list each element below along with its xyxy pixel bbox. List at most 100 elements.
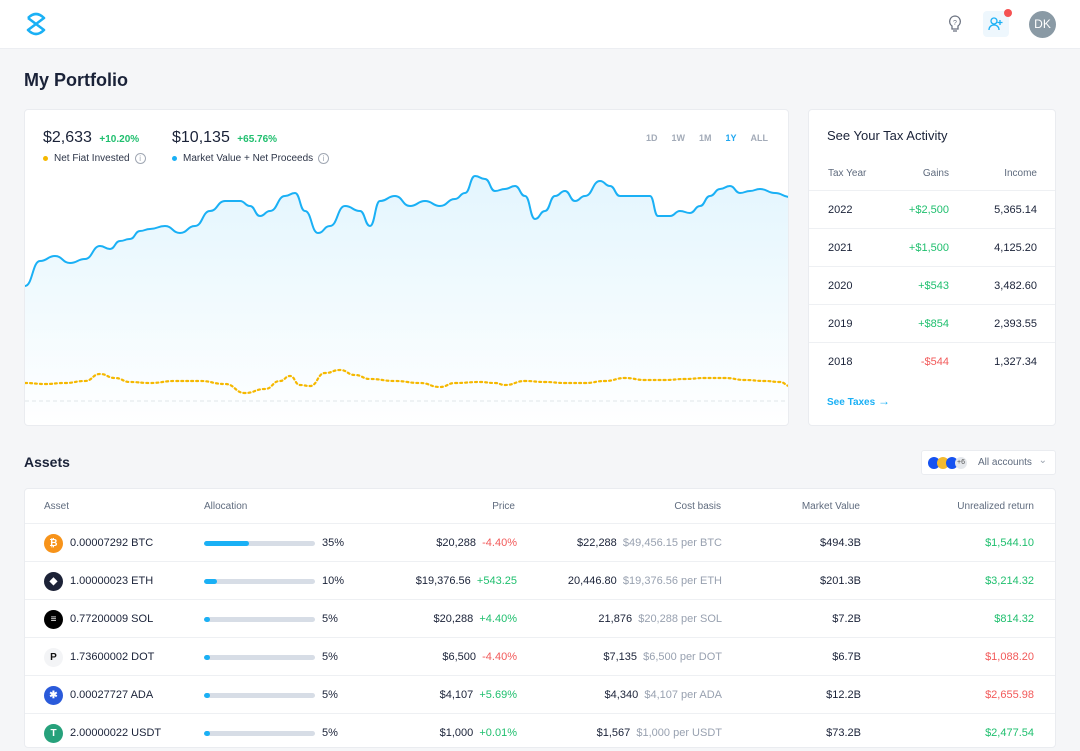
logo-icon[interactable] [24, 12, 48, 36]
tax-gains: +$854 [918, 318, 949, 330]
allocation-bar [204, 731, 315, 736]
tax-income: 3,482.60 [994, 280, 1037, 292]
allocation-bar [204, 617, 315, 622]
asset-row[interactable]: ≡ 0.77200009 SOL 5% $20,288 +4.40% 21,87… [25, 599, 1055, 637]
price: $4,107 [439, 689, 474, 701]
price: $6,500 [442, 651, 477, 663]
see-taxes-label: See Taxes [827, 397, 876, 408]
market-value: $6.7B [832, 651, 861, 663]
market-value-line [25, 174, 788, 287]
tax-row[interactable]: 2020 +$543 3,482.60 [809, 266, 1055, 304]
cost-basis: $4,340 [604, 689, 639, 701]
legend-label: Net Fiat Invested [54, 153, 130, 165]
tax-row[interactable]: 2018 -$544 1,327.34 [809, 342, 1055, 380]
add-user-icon [988, 17, 1003, 31]
tax-year: 2019 [828, 318, 853, 330]
col-market-value: Market Value [801, 501, 860, 512]
stat-change: +10.20% [99, 134, 140, 145]
stat-net-fiat: $2,633 +10.20% Net Fiat Invested i [43, 129, 146, 164]
tax-year: 2021 [828, 242, 853, 254]
more-accounts-badge: +6 [955, 457, 967, 469]
legend-label: Market Value + Net Proceeds [183, 153, 314, 165]
price-change: +5.69% [479, 689, 517, 701]
price: $1,000 [439, 727, 474, 739]
cost-per-unit: $6,500 per DOT [643, 651, 722, 663]
cost-basis: $22,288 [577, 537, 617, 549]
allocation-bar [204, 579, 315, 584]
market-value: $12.2B [826, 689, 861, 701]
tax-row[interactable]: 2021 +$1,500 4,125.20 [809, 228, 1055, 266]
unrealized-return: $1,544.10 [985, 537, 1034, 549]
price: $19,376.56 [415, 575, 471, 587]
asset-row[interactable]: ◆ 1.00000023 ETH 10% $19,376.56 +543.25 … [25, 561, 1055, 599]
range-all[interactable]: ALL [750, 133, 769, 143]
tax-year: 2020 [828, 280, 853, 292]
tax-gains: +$1,500 [908, 242, 949, 254]
range-1d[interactable]: 1D [645, 133, 658, 143]
market-value: $494.3B [820, 537, 861, 549]
coin-icon: P [44, 648, 63, 667]
price-change: -4.40% [482, 537, 517, 549]
cost-per-unit: $20,288 per SOL [638, 613, 722, 625]
info-icon[interactable]: i [318, 153, 330, 164]
assets-table: Asset Allocation Price Cost basis Market… [24, 488, 1056, 748]
unrealized-return: $1,088.20 [985, 651, 1034, 663]
stat-change: +65.76% [237, 134, 278, 145]
tax-row[interactable]: 2022 +$2,500 5,365.14 [809, 190, 1055, 228]
asset-amount: 2.00000022 USDT [70, 727, 162, 739]
allocation-percent: 5% [322, 613, 338, 625]
coin-icon: ◆ [44, 572, 63, 591]
range-1w[interactable]: 1W [671, 133, 685, 143]
price: $20,288 [436, 537, 477, 549]
asset-row[interactable]: ₿ 0.00007292 BTC 35% $20,288 -4.40% $22,… [25, 523, 1055, 561]
coin-icon: ₿ [44, 534, 63, 553]
tax-gains: -$544 [920, 356, 949, 368]
unrealized-return: $3,214.32 [985, 575, 1034, 587]
asset-row[interactable]: P 1.73600002 DOT 5% $6,500 -4.40% $7,135… [25, 637, 1055, 675]
price-change: +543.25 [476, 575, 517, 587]
tax-header-year: Tax Year [828, 168, 867, 179]
price: $20,288 [433, 613, 474, 625]
range-1m[interactable]: 1M [698, 133, 712, 143]
cost-per-unit: $19,376.56 per ETH [622, 575, 722, 587]
page-title: My Portfolio [24, 70, 128, 90]
col-unrealized-return: Unrealized return [957, 501, 1034, 512]
cost-per-unit: $1,000 per USDT [636, 727, 722, 739]
asset-amount: 0.00007292 BTC [70, 537, 154, 549]
cost-basis: 21,876 [598, 613, 633, 625]
price-change: +4.40% [479, 613, 517, 625]
allocation-bar [204, 693, 315, 698]
range-1y[interactable]: 1Y [725, 133, 737, 143]
asset-amount: 0.00027727 ADA [70, 689, 154, 701]
avatar[interactable]: DK [1029, 11, 1056, 38]
tax-gains: +$543 [918, 280, 949, 292]
col-allocation: Allocation [204, 501, 248, 512]
tax-income: 5,365.14 [994, 204, 1037, 216]
asset-amount: 1.73600002 DOT [70, 651, 155, 663]
asset-amount: 0.77200009 SOL [70, 613, 154, 625]
assets-title: Assets [24, 454, 70, 470]
lightbulb-icon[interactable]: ? [947, 15, 963, 33]
tax-header-gains: Gains [922, 168, 949, 179]
market-value-area [25, 176, 788, 425]
asset-row[interactable]: T 2.00000022 USDT 5% $1,000 +0.01% $1,56… [25, 713, 1055, 751]
info-icon[interactable]: i [134, 153, 146, 164]
market-value: $201.3B [820, 575, 861, 587]
allocation-percent: 35% [322, 537, 345, 549]
see-taxes-link[interactable]: See Taxes → [827, 394, 890, 408]
market-value: $73.2B [826, 727, 861, 739]
col-asset: Asset [44, 501, 70, 512]
tax-year: 2018 [828, 356, 853, 368]
tax-activity-card: See Your Tax Activity Tax Year Gains Inc… [808, 109, 1056, 426]
notification-dot [1004, 9, 1012, 17]
allocation-percent: 5% [322, 651, 338, 663]
unrealized-return: $814.32 [994, 613, 1034, 625]
allocation-percent: 10% [322, 575, 345, 587]
tax-row[interactable]: 2019 +$854 2,393.55 [809, 304, 1055, 342]
portfolio-chart [25, 174, 788, 425]
accounts-dropdown[interactable]: +6 All accounts ⌄ [921, 450, 1056, 475]
asset-row[interactable]: ✱ 0.00027727 ADA 5% $4,107 +5.69% $4,340… [25, 675, 1055, 713]
price-change: -4.40% [482, 651, 517, 663]
chevron-down-icon: ⌄ [1038, 455, 1047, 466]
cost-basis: $1,567 [596, 727, 631, 739]
